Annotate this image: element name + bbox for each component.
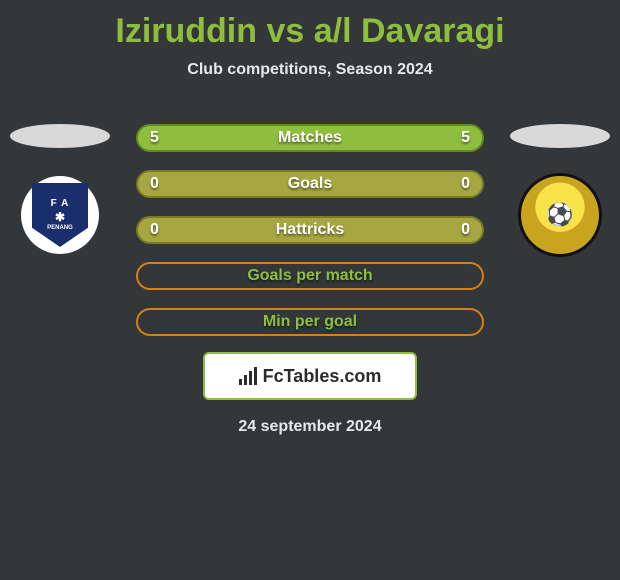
stat-row-matches: 5 Matches 5 — [136, 124, 484, 152]
stat-goals-left: 0 — [150, 175, 190, 193]
date-text: 24 september 2024 — [0, 418, 620, 436]
stat-goals-label: Goals — [190, 175, 430, 193]
stats-table: 5 Matches 5 0 Goals 0 0 Hattricks 0 Goal… — [136, 124, 484, 354]
club-badge-right: ⚽ — [510, 172, 610, 258]
stat-matches-left: 5 — [150, 129, 190, 147]
crest-icon-right: ⚽ — [518, 173, 602, 257]
stat-matches-right: 5 — [430, 129, 470, 147]
fa-shield-icon: F A ✱ PENANG — [32, 183, 88, 247]
stat-goals-right: 0 — [430, 175, 470, 193]
stat-hattricks-label: Hattricks — [190, 221, 430, 239]
shield-initials: F A — [51, 199, 70, 209]
player-right-column: ⚽ — [510, 124, 610, 258]
stat-row-hattricks: 0 Hattricks 0 — [136, 216, 484, 244]
stat-gpm-label: Goals per match — [190, 267, 430, 285]
stat-row-gpm: Goals per match — [136, 262, 484, 290]
stat-hattricks-left: 0 — [150, 221, 190, 239]
brand-text: FcTables.com — [263, 366, 382, 387]
stat-row-goals: 0 Goals 0 — [136, 170, 484, 198]
page-subtitle: Club competitions, Season 2024 — [0, 61, 620, 79]
player-left-column: F A ✱ PENANG — [10, 124, 110, 258]
bars-icon — [239, 367, 257, 385]
player-disc-right — [510, 124, 610, 148]
stat-matches-label: Matches — [190, 129, 430, 147]
stat-hattricks-right: 0 — [430, 221, 470, 239]
shield-name: PENANG — [47, 225, 73, 231]
shield-circle-left: F A ✱ PENANG — [21, 176, 99, 254]
stat-mpg-label: Min per goal — [190, 313, 430, 331]
stat-row-mpg: Min per goal — [136, 308, 484, 336]
ball-icon: ✱ — [55, 211, 65, 223]
footer-area: FcTables.com 24 september 2024 — [0, 352, 620, 436]
club-badge-left: F A ✱ PENANG — [10, 172, 110, 258]
player-disc-left — [10, 124, 110, 148]
page-title: Iziruddin vs a/l Davaragi — [0, 0, 620, 51]
brand-box: FcTables.com — [203, 352, 417, 400]
